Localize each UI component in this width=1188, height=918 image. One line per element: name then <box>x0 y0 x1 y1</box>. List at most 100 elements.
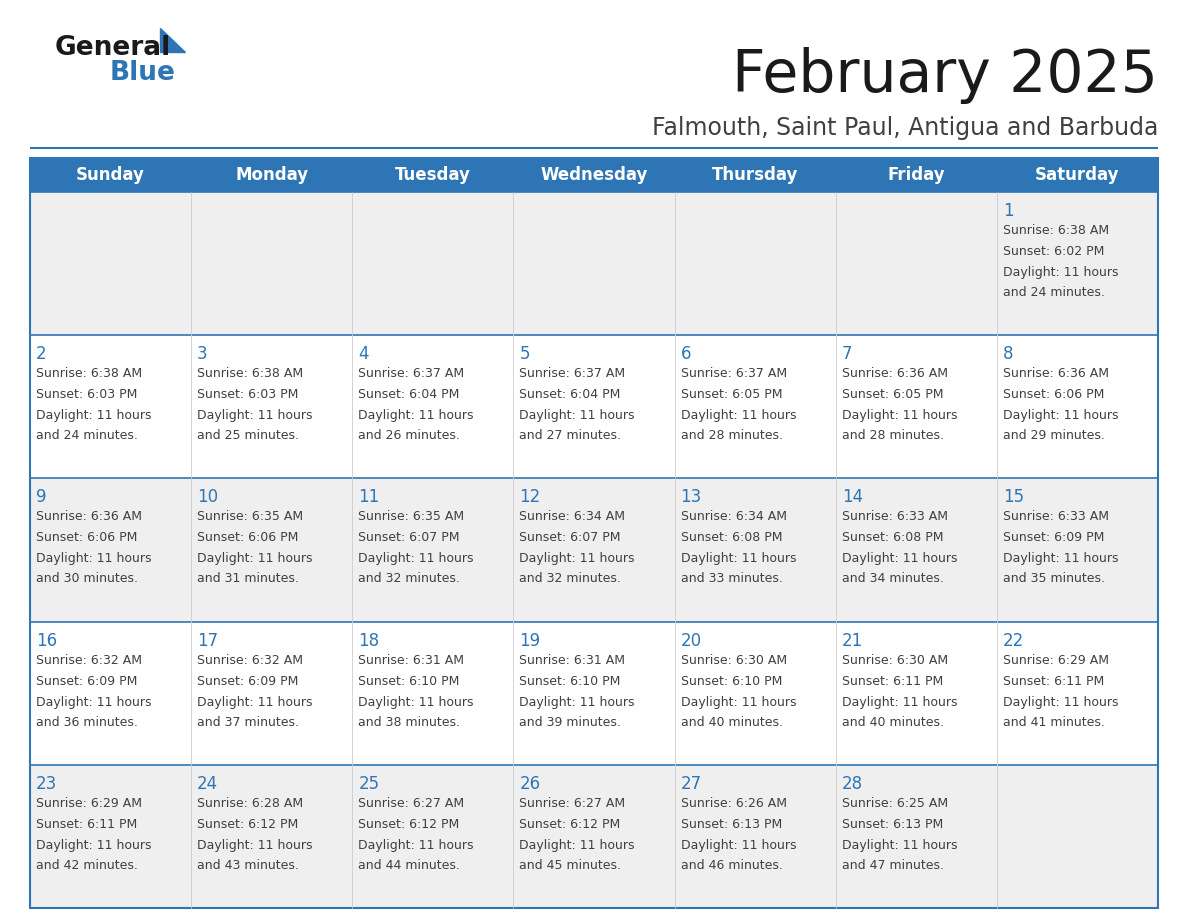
Text: Sunrise: 6:37 AM: Sunrise: 6:37 AM <box>359 367 465 380</box>
Text: Daylight: 11 hours: Daylight: 11 hours <box>1003 266 1118 279</box>
Text: and 35 minutes.: and 35 minutes. <box>1003 573 1105 586</box>
Text: Sunset: 6:03 PM: Sunset: 6:03 PM <box>197 388 298 401</box>
Text: Sunset: 6:08 PM: Sunset: 6:08 PM <box>842 532 943 544</box>
Text: Sunset: 6:13 PM: Sunset: 6:13 PM <box>681 818 782 831</box>
Text: and 31 minutes.: and 31 minutes. <box>197 573 299 586</box>
Text: 25: 25 <box>359 775 379 793</box>
Text: Daylight: 11 hours: Daylight: 11 hours <box>359 409 474 422</box>
Text: Sunset: 6:05 PM: Sunset: 6:05 PM <box>681 388 782 401</box>
Text: Thursday: Thursday <box>712 166 798 184</box>
Text: Wednesday: Wednesday <box>541 166 647 184</box>
Text: Daylight: 11 hours: Daylight: 11 hours <box>359 696 474 709</box>
Text: Sunrise: 6:34 AM: Sunrise: 6:34 AM <box>681 510 786 523</box>
FancyBboxPatch shape <box>30 621 1158 765</box>
Text: Sunset: 6:09 PM: Sunset: 6:09 PM <box>36 675 138 688</box>
Text: Falmouth, Saint Paul, Antigua and Barbuda: Falmouth, Saint Paul, Antigua and Barbud… <box>652 116 1158 140</box>
Text: and 47 minutes.: and 47 minutes. <box>842 859 943 872</box>
Text: Sunrise: 6:30 AM: Sunrise: 6:30 AM <box>681 654 786 666</box>
Text: and 41 minutes.: and 41 minutes. <box>1003 716 1105 729</box>
Text: Tuesday: Tuesday <box>394 166 470 184</box>
Text: 6: 6 <box>681 345 691 364</box>
Text: 9: 9 <box>36 488 46 507</box>
Text: 17: 17 <box>197 632 219 650</box>
Text: Sunset: 6:08 PM: Sunset: 6:08 PM <box>681 532 782 544</box>
Text: Daylight: 11 hours: Daylight: 11 hours <box>842 839 958 852</box>
Text: Sunrise: 6:35 AM: Sunrise: 6:35 AM <box>359 510 465 523</box>
Text: Sunset: 6:06 PM: Sunset: 6:06 PM <box>197 532 298 544</box>
FancyBboxPatch shape <box>30 765 1158 908</box>
FancyBboxPatch shape <box>30 192 1158 335</box>
Text: Sunrise: 6:27 AM: Sunrise: 6:27 AM <box>359 797 465 810</box>
Text: 1: 1 <box>1003 202 1013 220</box>
Text: and 29 minutes.: and 29 minutes. <box>1003 430 1105 442</box>
Text: Sunrise: 6:29 AM: Sunrise: 6:29 AM <box>36 797 143 810</box>
Text: Sunrise: 6:32 AM: Sunrise: 6:32 AM <box>197 654 303 666</box>
Text: Sunset: 6:04 PM: Sunset: 6:04 PM <box>519 388 621 401</box>
Text: Sunset: 6:09 PM: Sunset: 6:09 PM <box>1003 532 1104 544</box>
Text: 20: 20 <box>681 632 702 650</box>
Text: Sunset: 6:06 PM: Sunset: 6:06 PM <box>36 532 138 544</box>
Text: Sunset: 6:07 PM: Sunset: 6:07 PM <box>519 532 621 544</box>
Text: Daylight: 11 hours: Daylight: 11 hours <box>36 696 152 709</box>
Text: Daylight: 11 hours: Daylight: 11 hours <box>197 553 312 565</box>
Text: and 42 minutes.: and 42 minutes. <box>36 859 138 872</box>
Text: 26: 26 <box>519 775 541 793</box>
Text: 14: 14 <box>842 488 862 507</box>
Text: and 27 minutes.: and 27 minutes. <box>519 430 621 442</box>
Text: Sunset: 6:13 PM: Sunset: 6:13 PM <box>842 818 943 831</box>
Text: and 34 minutes.: and 34 minutes. <box>842 573 943 586</box>
Text: 7: 7 <box>842 345 852 364</box>
Text: Sunset: 6:11 PM: Sunset: 6:11 PM <box>36 818 138 831</box>
Text: Daylight: 11 hours: Daylight: 11 hours <box>681 696 796 709</box>
Text: and 25 minutes.: and 25 minutes. <box>197 430 299 442</box>
Text: Saturday: Saturday <box>1035 166 1119 184</box>
Text: Daylight: 11 hours: Daylight: 11 hours <box>681 553 796 565</box>
Text: Daylight: 11 hours: Daylight: 11 hours <box>842 696 958 709</box>
Text: 16: 16 <box>36 632 57 650</box>
Text: Sunset: 6:07 PM: Sunset: 6:07 PM <box>359 532 460 544</box>
Text: Daylight: 11 hours: Daylight: 11 hours <box>681 839 796 852</box>
Text: 22: 22 <box>1003 632 1024 650</box>
Text: February 2025: February 2025 <box>732 47 1158 104</box>
Text: Sunset: 6:11 PM: Sunset: 6:11 PM <box>842 675 943 688</box>
Text: 13: 13 <box>681 488 702 507</box>
Text: Sunset: 6:10 PM: Sunset: 6:10 PM <box>359 675 460 688</box>
Text: Sunset: 6:05 PM: Sunset: 6:05 PM <box>842 388 943 401</box>
Text: and 40 minutes.: and 40 minutes. <box>681 716 783 729</box>
Text: Daylight: 11 hours: Daylight: 11 hours <box>197 409 312 422</box>
Text: and 46 minutes.: and 46 minutes. <box>681 859 783 872</box>
Text: and 37 minutes.: and 37 minutes. <box>197 716 299 729</box>
Text: Daylight: 11 hours: Daylight: 11 hours <box>36 839 152 852</box>
Text: and 28 minutes.: and 28 minutes. <box>842 430 943 442</box>
Text: 28: 28 <box>842 775 862 793</box>
FancyBboxPatch shape <box>30 335 1158 478</box>
Text: Blue: Blue <box>110 60 176 86</box>
Polygon shape <box>160 28 185 52</box>
Text: Sunrise: 6:33 AM: Sunrise: 6:33 AM <box>1003 510 1108 523</box>
Text: 21: 21 <box>842 632 862 650</box>
Text: Sunset: 6:10 PM: Sunset: 6:10 PM <box>681 675 782 688</box>
Text: Sunset: 6:09 PM: Sunset: 6:09 PM <box>197 675 298 688</box>
FancyBboxPatch shape <box>30 158 1158 192</box>
Text: Sunrise: 6:29 AM: Sunrise: 6:29 AM <box>1003 654 1108 666</box>
Text: Sunrise: 6:27 AM: Sunrise: 6:27 AM <box>519 797 626 810</box>
Text: Sunrise: 6:37 AM: Sunrise: 6:37 AM <box>681 367 786 380</box>
Text: Sunrise: 6:36 AM: Sunrise: 6:36 AM <box>842 367 948 380</box>
Text: Sunset: 6:03 PM: Sunset: 6:03 PM <box>36 388 138 401</box>
Text: Sunrise: 6:36 AM: Sunrise: 6:36 AM <box>1003 367 1108 380</box>
Text: Sunset: 6:12 PM: Sunset: 6:12 PM <box>359 818 460 831</box>
Text: Sunrise: 6:31 AM: Sunrise: 6:31 AM <box>359 654 465 666</box>
Text: Daylight: 11 hours: Daylight: 11 hours <box>842 553 958 565</box>
Text: Sunrise: 6:38 AM: Sunrise: 6:38 AM <box>197 367 303 380</box>
Text: Daylight: 11 hours: Daylight: 11 hours <box>359 553 474 565</box>
Text: 12: 12 <box>519 488 541 507</box>
Text: 11: 11 <box>359 488 379 507</box>
Text: Daylight: 11 hours: Daylight: 11 hours <box>519 553 634 565</box>
Text: and 45 minutes.: and 45 minutes. <box>519 859 621 872</box>
Text: Sunset: 6:12 PM: Sunset: 6:12 PM <box>519 818 620 831</box>
Text: Daylight: 11 hours: Daylight: 11 hours <box>1003 409 1118 422</box>
Text: Sunrise: 6:34 AM: Sunrise: 6:34 AM <box>519 510 625 523</box>
Text: Sunset: 6:12 PM: Sunset: 6:12 PM <box>197 818 298 831</box>
Text: Friday: Friday <box>887 166 946 184</box>
Text: 3: 3 <box>197 345 208 364</box>
